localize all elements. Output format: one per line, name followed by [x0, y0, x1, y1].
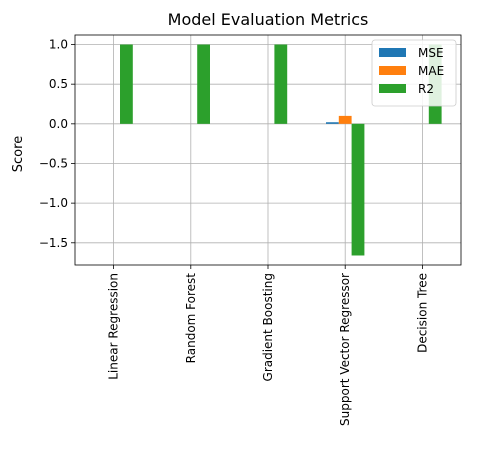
x-tick-label: Support Vector Regressor	[338, 273, 352, 426]
y-tick-label: −1.5	[39, 236, 68, 250]
y-tick-label: −1.0	[39, 196, 68, 210]
legend-label-mse: MSE	[418, 46, 444, 60]
tick-labels: 1.0 0.5 0.0 −0.5 −1.0 −1.5 Linear Regression Ra…	[39, 38, 430, 426]
x-tick-label: Decision Tree	[415, 273, 429, 353]
bar-r2-3	[352, 124, 365, 256]
x-tick-label: Linear Regression	[107, 273, 121, 380]
x-tick-label: Gradient Boosting	[261, 273, 275, 381]
y-tick-label: 0.0	[49, 117, 68, 131]
bar-r2-0	[120, 45, 133, 124]
legend-label-r2: R2	[418, 82, 434, 96]
x-tick-label: Random Forest	[184, 273, 198, 364]
y-tick-label: 1.0	[49, 38, 68, 52]
y-tick-label: −0.5	[39, 156, 68, 170]
legend: MSE MAE R2	[372, 40, 456, 106]
legend-label-mae: MAE	[418, 64, 444, 78]
y-tick-label: 0.5	[49, 77, 68, 91]
chart-title: Model Evaluation Metrics	[168, 10, 369, 29]
legend-swatch-r2	[379, 84, 406, 93]
legend-swatch-mae	[379, 66, 406, 75]
bar-mae-3	[339, 116, 352, 124]
bar-mse-3	[326, 122, 339, 124]
bar-r2-1	[197, 45, 210, 124]
bar-r2-2	[274, 45, 287, 124]
legend-swatch-mse	[379, 48, 406, 57]
y-axis-label: Score	[11, 136, 26, 172]
